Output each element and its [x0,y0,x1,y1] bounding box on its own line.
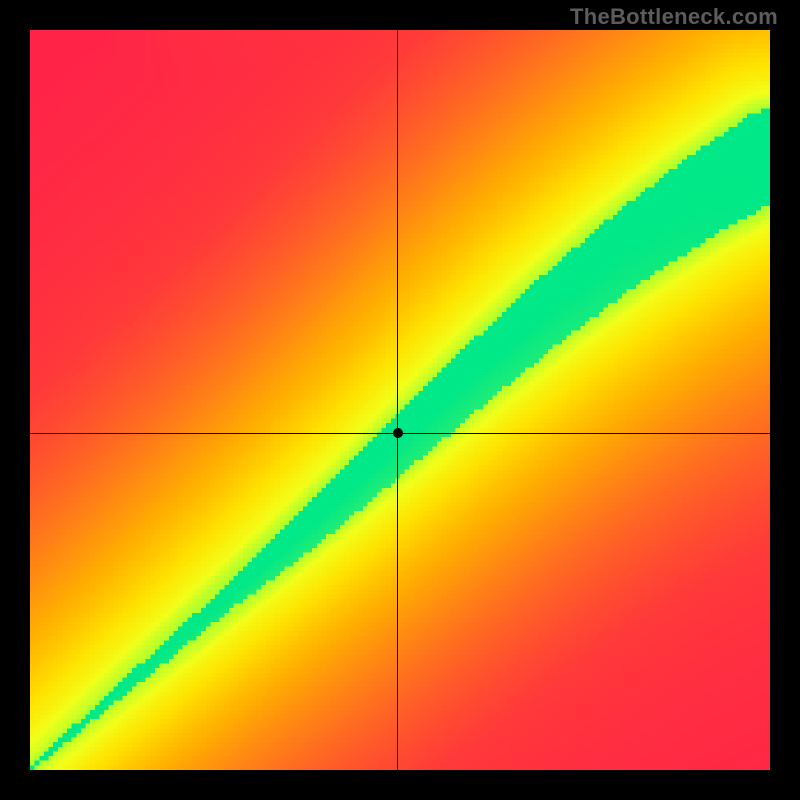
heatmap-canvas [30,30,770,770]
plot-area [30,30,770,770]
crosshair-vertical [397,30,398,770]
chart-container: TheBottleneck.com [0,0,800,800]
watermark-text: TheBottleneck.com [570,4,778,30]
